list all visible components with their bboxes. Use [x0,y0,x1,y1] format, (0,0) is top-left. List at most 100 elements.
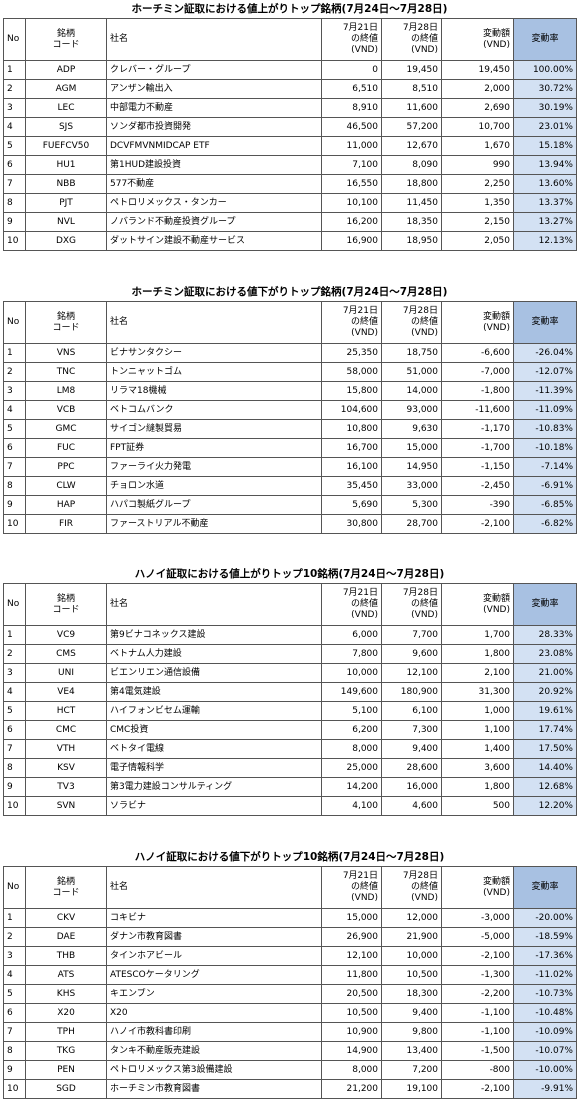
header-text: 7月28日 [402,871,438,881]
cell: 0 [321,60,382,80]
header-cell: 7月21日 の終値 (VND) [321,583,382,626]
cell: 46,500 [321,117,382,137]
header-text: 7月21日 [342,588,378,598]
cell: 1,800 [441,644,514,664]
cell: DXG [25,231,107,251]
cell: 28,600 [381,758,442,778]
cell: ハパコ製紙グループ [106,495,322,515]
cell: 9 [3,777,26,797]
header-text: 社名 [110,34,129,44]
header-text: 銘柄 [56,593,75,604]
cell: PEN [25,1060,107,1080]
cell: 1 [3,343,26,363]
cell: 8,090 [381,155,442,175]
cell: 14,200 [321,777,382,797]
data-row: 6 CMC CMC投資 6,200 7,300 1,100 17.74% [3,720,577,740]
header-text: (VND) [483,322,510,333]
cell: 10,700 [441,117,514,137]
cell: VCB [25,400,107,420]
header-text: 変動額 [482,876,510,887]
cell: 6,510 [321,79,382,99]
cell: 13.60% [513,174,577,194]
data-row: 10 DXG ダットサイン建設不動産サービス 16,900 18,950 2,050 12.… [3,231,577,251]
data-row: 5 GMC サイゴン縫製貿易 10,800 9,630 -1,170 -10.83% [3,419,577,439]
header-text: No [7,34,20,44]
cell: ソラビナ [106,796,322,816]
header-text: 銘柄 [56,876,75,887]
data-row: 6 HU1 第1HUD建設投資 7,100 8,090 990 13.94% [3,155,577,175]
cell: 2 [3,79,26,99]
table-section: ホーチミン証取における値下がりトップ銘柄(7月24日～7月28日) No 銘柄 コード… [3,283,577,534]
cell: LM8 [25,381,107,401]
cell: VTH [25,739,107,759]
header-text: No [7,599,20,609]
header-text: の終値 [410,882,438,892]
cell: 8,000 [321,739,382,759]
header-cell: 社名 [106,583,322,626]
cell: 1,700 [441,625,514,645]
header-text: (VND) [483,39,510,50]
header-cell: 7月28日 の終値 (VND) [381,18,442,61]
cell: 30,800 [321,514,382,534]
table-body: 1 VNS ビナサンタクシー 25,350 18,750 -6,600 -26.04% 2 TN… [3,343,577,534]
data-table: No 銘柄 コード 社名 7月21日 の終値 (VND) 7月28日 の終値 (VND) 変動額 (V… [3,301,577,534]
cell: -10.00% [513,1060,577,1080]
cell: FUC [25,438,107,458]
cell: 18,300 [381,984,442,1004]
cell: 3 [3,663,26,683]
cell: -6.82% [513,514,577,534]
cell: 4 [3,682,26,702]
data-table: No 銘柄 コード 社名 7月21日 の終値 (VND) 7月28日 の終値 (VND) 変動額 (V… [3,18,577,251]
cell: 23.01% [513,117,577,137]
cell: -1,800 [441,381,514,401]
cell: 10,100 [321,193,382,213]
cell: 1 [3,908,26,928]
data-row: 2 CMS ベトナム人力建設 7,800 9,600 1,800 23.08% [3,644,577,664]
header-row: No 銘柄 コード 社名 7月21日 の終値 (VND) 7月28日 の終値 (VND) 変動額 (V… [3,18,577,61]
cell: -390 [441,495,514,515]
cell: 7,100 [321,155,382,175]
cell: CKV [25,908,107,928]
header-text: の終値 [410,317,438,327]
cell: ダナン市教育図書 [106,927,322,947]
cell: 5 [3,136,26,156]
data-table: No 銘柄 コード 社名 7月21日 の終値 (VND) 7月28日 の終値 (VND) 変動額 (V… [3,583,577,816]
cell: 10 [3,514,26,534]
data-row: 9 TV3 第3電力建設コンサルティング 14,200 16,000 1,800 12.68… [3,777,577,797]
cell: -10.83% [513,419,577,439]
cell: 8,910 [321,98,382,118]
cell: -9.91% [513,1079,577,1099]
cell: 6,200 [321,720,382,740]
data-row: 3 LM8 リラマ18機械 15,800 14,000 -1,800 -11.39% [3,381,577,401]
table-section: ハノイ証取における値下がりトップ10銘柄(7月24日～7月28日) No 銘柄 コード… [3,848,577,1099]
cell: 1,100 [441,720,514,740]
cell: 9,800 [381,1022,442,1042]
data-row: 10 FIR ファーストリアル不動産 30,800 28,700 -2,100 -6.82% [3,514,577,534]
cell: -5,000 [441,927,514,947]
cell: 9,400 [381,739,442,759]
data-row: 7 VTH ベトタイ電線 8,000 9,400 1,400 17.50% [3,739,577,759]
cell: 8 [3,193,26,213]
cell: 26,900 [321,927,382,947]
cell: -1,500 [441,1041,514,1061]
cell: 4,600 [381,796,442,816]
cell: -2,100 [441,946,514,966]
cell: ADP [25,60,107,80]
cell: -1,100 [441,1022,514,1042]
header-text: (VND) [351,893,378,903]
cell: AGM [25,79,107,99]
header-cell: 変動率 [513,583,577,626]
cell: NBB [25,174,107,194]
cell: 30.72% [513,79,577,99]
cell: UNI [25,663,107,683]
cell: 16,700 [321,438,382,458]
cell: 8,000 [321,1060,382,1080]
cell: CMC [25,720,107,740]
cell: 6 [3,438,26,458]
cell: 3 [3,381,26,401]
header-cell: No [3,866,26,909]
cell: KHS [25,984,107,1004]
data-row: 10 SVN ソラビナ 4,100 4,600 500 12.20% [3,796,577,816]
cell: 18,750 [381,343,442,363]
cell: 11,800 [321,965,382,985]
